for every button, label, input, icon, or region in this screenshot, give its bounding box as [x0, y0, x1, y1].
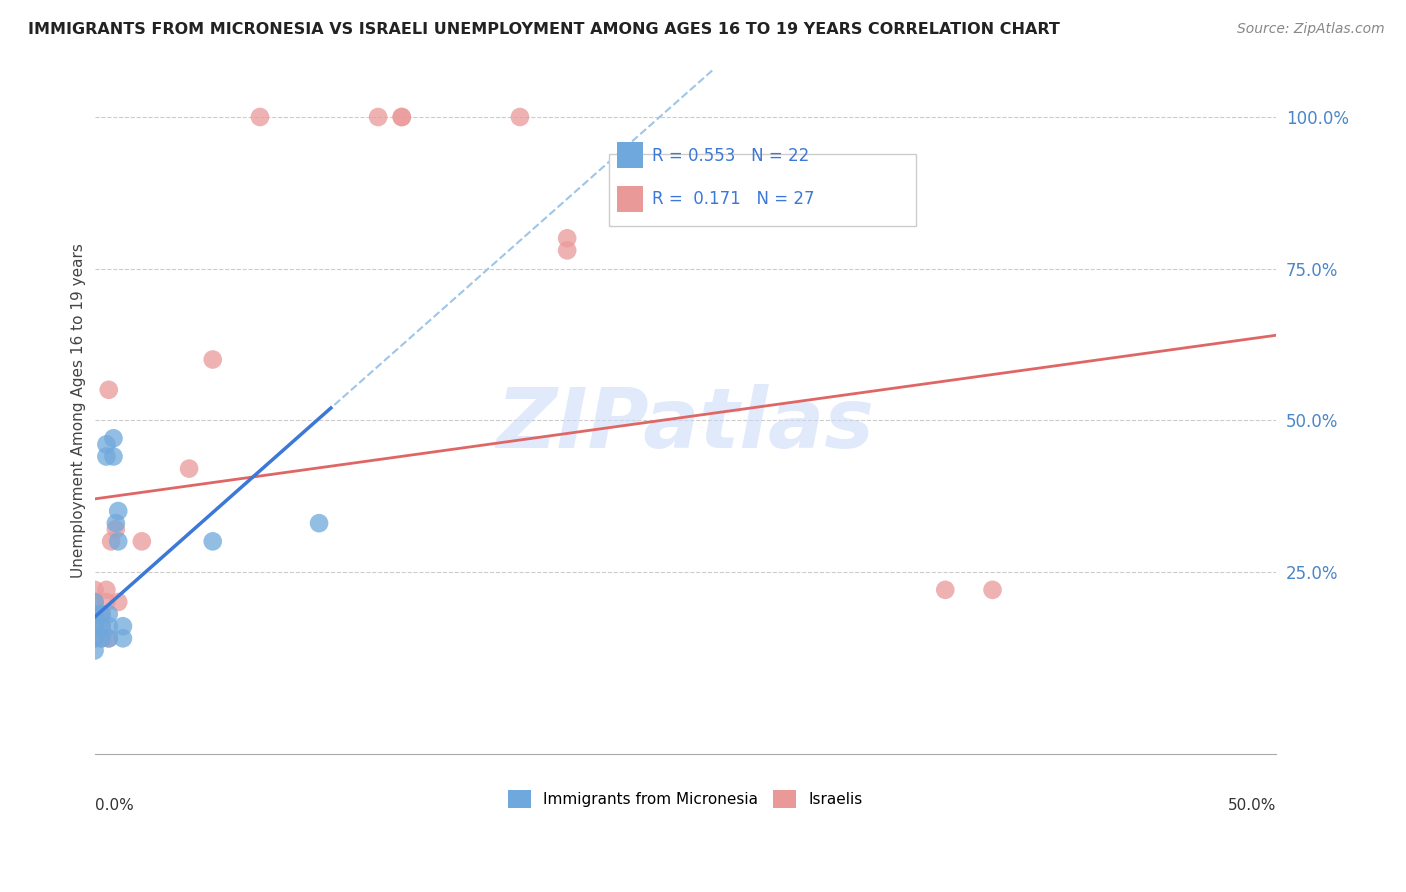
Point [107, 534, 129, 549]
Point [100, 534, 122, 549]
Point [555, 231, 578, 245]
Point [981, 582, 1004, 597]
Point [97, 632, 120, 646]
Text: R =  0.171   N = 27: R = 0.171 N = 27 [652, 190, 814, 209]
Point [308, 516, 330, 531]
FancyBboxPatch shape [617, 142, 643, 168]
Point [96, 450, 118, 464]
Point [90, 619, 112, 633]
Point [131, 534, 153, 549]
Point [83, 582, 105, 597]
Text: IMMIGRANTS FROM MICRONESIA VS ISRAELI UNEMPLOYMENT AMONG AGES 16 TO 19 YEARS COR: IMMIGRANTS FROM MICRONESIA VS ISRAELI UN… [28, 22, 1060, 37]
Point [90, 619, 112, 633]
Point [90, 607, 112, 621]
Legend: Immigrants from Micronesia, Israelis: Immigrants from Micronesia, Israelis [502, 783, 869, 814]
Point [83, 619, 105, 633]
Point [201, 534, 224, 549]
Point [97, 619, 120, 633]
Point [83, 643, 105, 657]
Point [107, 595, 129, 609]
Point [555, 244, 578, 258]
Point [367, 110, 389, 124]
Point [934, 582, 956, 597]
Point [97, 607, 120, 621]
Point [201, 352, 224, 367]
Point [509, 110, 531, 124]
Text: 50.0%: 50.0% [1227, 798, 1277, 813]
Text: Source: ZipAtlas.com: Source: ZipAtlas.com [1237, 22, 1385, 37]
Point [103, 450, 125, 464]
Point [97, 383, 120, 397]
FancyBboxPatch shape [617, 186, 643, 212]
Point [96, 437, 118, 451]
Point [177, 461, 200, 475]
Point [83, 632, 105, 646]
Point [111, 632, 134, 646]
Point [83, 595, 105, 609]
Point [90, 607, 112, 621]
Point [391, 110, 413, 124]
Point [83, 632, 105, 646]
Y-axis label: Unemployment Among Ages 16 to 19 years: Unemployment Among Ages 16 to 19 years [72, 244, 86, 578]
Point [96, 595, 118, 609]
Point [103, 431, 125, 445]
Point [96, 582, 118, 597]
Point [83, 619, 105, 633]
Point [104, 516, 127, 531]
Point [90, 632, 112, 646]
Point [104, 522, 127, 536]
Point [391, 110, 413, 124]
Point [107, 504, 129, 518]
Text: 0.0%: 0.0% [94, 798, 134, 813]
Text: R = 0.553   N = 22: R = 0.553 N = 22 [652, 146, 810, 164]
Point [83, 607, 105, 621]
Text: ZIPatlas: ZIPatlas [496, 384, 875, 466]
Point [83, 607, 105, 621]
FancyBboxPatch shape [609, 154, 915, 226]
Point [249, 110, 271, 124]
Point [97, 632, 120, 646]
Point [83, 595, 105, 609]
Point [111, 619, 134, 633]
Point [90, 632, 112, 646]
